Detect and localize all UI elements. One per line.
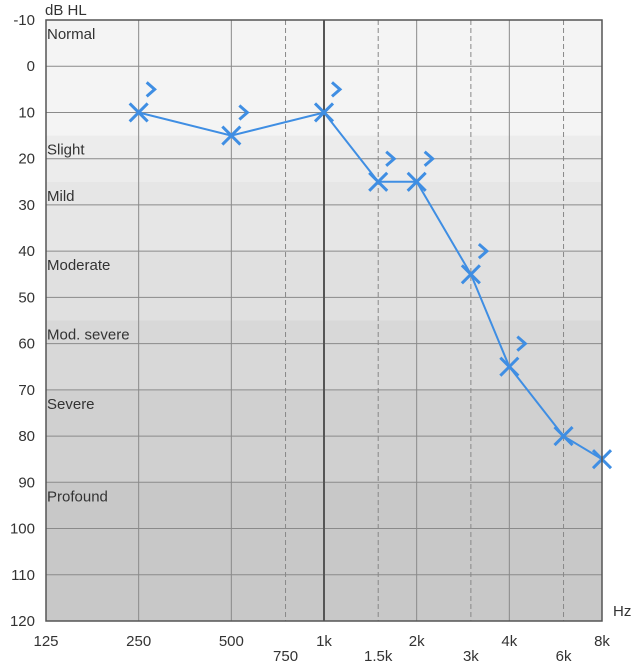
band-labels: Normal Slight Mild Moderate Mod. severe Sever… — [47, 26, 130, 505]
y-tick-label: 80 — [18, 428, 35, 445]
audiogram-series — [128, 81, 613, 470]
band-label: Mod. severe — [47, 327, 130, 344]
x-tick-label-inter: 3k — [463, 648, 479, 664]
bone-conduction-marker — [238, 104, 250, 121]
band-label: Mild — [47, 188, 75, 205]
bone-conduction-marker — [331, 81, 343, 98]
x-tick-label: 500 — [219, 633, 244, 650]
bone-conduction-marker — [385, 150, 397, 167]
y-tick-label: 110 — [11, 567, 35, 584]
x-tick-label-inter: 1.5k — [364, 648, 393, 664]
x-tick-label: 1k — [316, 633, 332, 650]
y-tick-label: 40 — [18, 243, 35, 260]
x-tick-label: 8k — [594, 633, 610, 650]
air-conduction-marker — [460, 264, 481, 285]
bone-conduction-marker — [477, 243, 490, 260]
x-axis-label: Hz — [613, 603, 631, 620]
air-conduction-marker — [128, 102, 149, 123]
bone-conduction-marker — [145, 81, 157, 98]
band-label: Slight — [47, 142, 85, 159]
chart-axes: -10 0 10 20 30 40 50 60 70 80 90 100 110 120 125 250 500… — [10, 12, 610, 664]
y-axis-label: dB HL — [45, 2, 87, 19]
y-tick-label: 10 — [18, 104, 35, 121]
band-label: Profound — [47, 488, 108, 505]
air-conduction-marker — [499, 356, 520, 377]
plot-border — [45, 19, 603, 622]
y-tick-label: 90 — [18, 474, 35, 491]
band-label: Moderate — [47, 257, 110, 274]
y-tick-label: 20 — [18, 151, 35, 168]
band-label: Severe — [47, 396, 95, 413]
y-tick-label: 30 — [18, 197, 35, 214]
y-tick-label: 50 — [18, 289, 35, 306]
y-tick-label: 70 — [18, 382, 35, 399]
x-tick-label-inter: 6k — [556, 648, 572, 664]
air-conduction-marker — [368, 171, 389, 192]
band-label: Normal — [47, 26, 95, 43]
bone-conduction-marker — [423, 150, 435, 167]
y-tick-label: 100 — [10, 521, 35, 538]
y-tick-label: 60 — [18, 336, 35, 353]
x-tick-label: 250 — [126, 633, 151, 650]
x-tick-label: 125 — [33, 633, 58, 650]
air-conduction-marker — [553, 426, 574, 447]
x-tick-label-inter: 750 — [273, 648, 298, 664]
x-tick-label: 2k — [409, 633, 425, 650]
y-tick-label: 120 — [10, 613, 35, 630]
air-conduction-marker — [221, 125, 242, 146]
y-tick-label: -10 — [13, 12, 35, 29]
y-tick-label: 0 — [27, 58, 35, 75]
air-conduction-marker — [313, 102, 335, 123]
x-tick-label: 4k — [501, 633, 517, 650]
bone-conduction-marker — [516, 335, 528, 352]
air-conduction-marker — [406, 171, 427, 192]
